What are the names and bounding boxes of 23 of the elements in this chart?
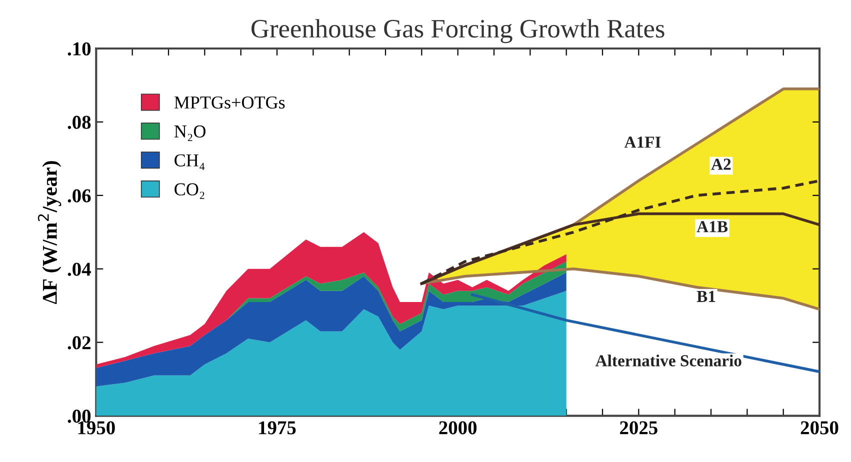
line-series xyxy=(420,179,820,285)
legend-label: N₂O xyxy=(174,125,206,142)
y-tick-label: .04 xyxy=(68,262,91,276)
x-tick-label: 1975 xyxy=(259,421,296,434)
x-tick-label: 2050 xyxy=(800,421,838,434)
annotation: A1FI xyxy=(624,136,661,148)
y-tick-label: .00 xyxy=(68,410,91,423)
legend-label: CH₄ xyxy=(174,154,205,170)
legend-label: MPTGs+OTGs xyxy=(174,96,285,109)
annotation: B1 xyxy=(696,290,716,302)
x-tick-label: 2025 xyxy=(620,421,658,434)
y-tick-label: .08 xyxy=(68,116,91,129)
x-tick-label: 1950 xyxy=(78,421,115,434)
annotation: A1B xyxy=(696,221,728,232)
annotation: A2 xyxy=(711,158,731,170)
y-axis-title: ΔF (W/m$^{2}$/year) xyxy=(38,161,62,304)
legend-label: CO₂ xyxy=(174,183,204,199)
chart-title: Greenhouse Gas Forcing Growth Rates xyxy=(252,19,664,44)
annotation: Alternative Scenario xyxy=(595,354,742,366)
y-tick-label: .02 xyxy=(68,336,90,350)
x-tick-label: 2000 xyxy=(439,421,477,434)
y-tick-label: .10 xyxy=(68,42,91,56)
y-tick-label: .06 xyxy=(68,189,91,202)
